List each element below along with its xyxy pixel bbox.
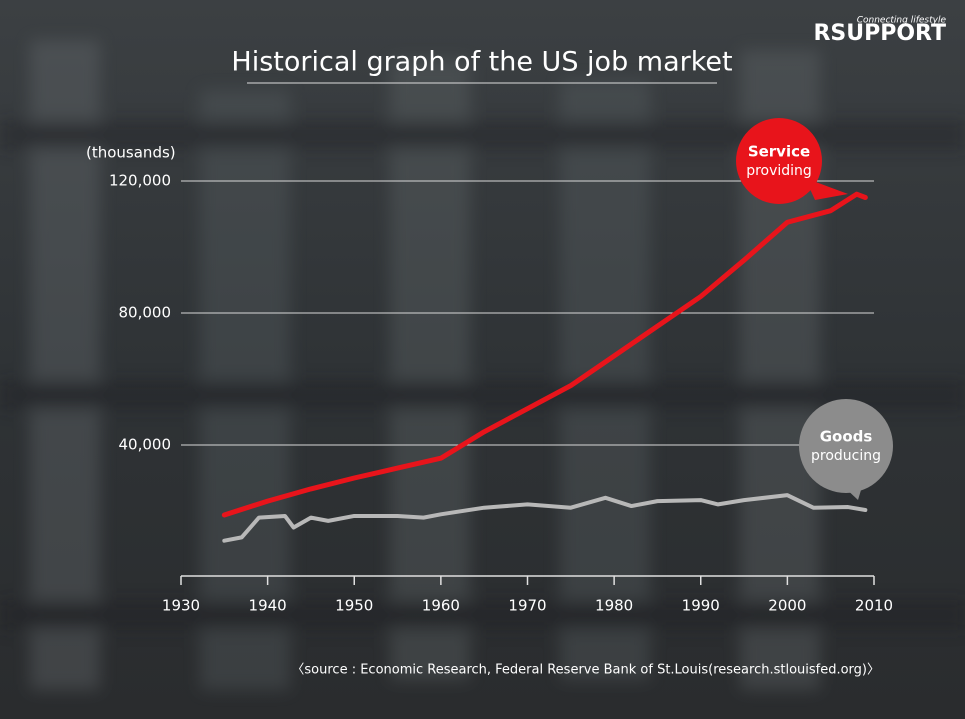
x-tick-label: 1960 (422, 597, 460, 615)
logo-tagline: Connecting lifestyle (857, 16, 947, 26)
legend-label: Service (748, 143, 810, 161)
legend-label: Goods (820, 428, 873, 446)
legend-bubble (736, 118, 822, 204)
legend-sublabel: providing (746, 163, 812, 179)
x-tick-label: 1930 (162, 597, 200, 615)
y-tick-label: 120,000 (109, 172, 171, 190)
x-tick-label: 1970 (508, 597, 546, 615)
x-tick-label: 2000 (768, 597, 806, 615)
legend-bubble-tail (805, 178, 848, 200)
legend-bubble (799, 399, 893, 493)
series-line (221, 191, 868, 518)
x-tick-label: 2010 (855, 597, 893, 615)
x-tick-label: 1940 (249, 597, 287, 615)
chart-title: Historical graph of the US job market (231, 47, 732, 78)
y-tick-label: 80,000 (119, 304, 172, 322)
legend-sublabel: producing (811, 448, 881, 464)
y-tick-label: 40,000 (119, 436, 172, 454)
x-tick-label: 1950 (335, 597, 373, 615)
source: 〈source : Economic Research, Federal Res… (291, 663, 880, 678)
x-tick-label: 1990 (682, 597, 720, 615)
x-tick-label: 1980 (595, 597, 633, 615)
y-unit: (thousands) (86, 144, 176, 162)
logo-brand: RSUPPORT (813, 21, 946, 46)
series-line (222, 493, 868, 543)
